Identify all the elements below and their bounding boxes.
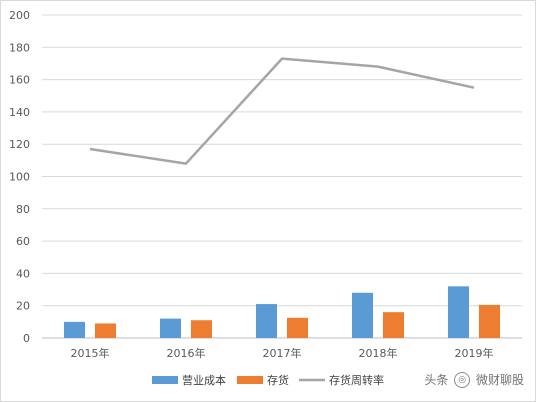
- y-tick-label: 100: [9, 171, 30, 184]
- bar: [95, 323, 116, 338]
- bar: [448, 286, 469, 338]
- x-tick-label: 2017年: [263, 346, 302, 360]
- y-tick-label: 60: [16, 235, 30, 248]
- x-tick-label: 2016年: [167, 346, 206, 360]
- y-tick-label: 160: [9, 74, 30, 87]
- y-tick-label: 200: [9, 9, 30, 22]
- x-tick-label: 2019年: [455, 346, 494, 360]
- bar: [479, 304, 500, 338]
- legend-swatch: [237, 376, 263, 384]
- watermark-logo-icon: ◎: [454, 372, 471, 388]
- y-tick-label: 180: [9, 41, 30, 54]
- bar: [256, 304, 277, 338]
- bar: [64, 321, 85, 338]
- y-tick-label: 80: [16, 203, 30, 216]
- y-tick-label: 0: [23, 332, 30, 345]
- x-tick-label: 2018年: [359, 346, 398, 360]
- bar: [352, 292, 373, 338]
- legend-label: 存货: [267, 373, 289, 387]
- watermark-suffix: 微财聊股: [475, 372, 524, 387]
- x-tick-label: 2015年: [71, 346, 110, 360]
- bar: [383, 312, 404, 338]
- y-tick-label: 120: [9, 138, 30, 151]
- line-series: [89, 57, 475, 165]
- y-tick-label: 40: [16, 267, 30, 280]
- series-line: [89, 57, 475, 165]
- bar: [160, 318, 181, 338]
- y-tick-label: 140: [9, 106, 30, 119]
- y-axis-ticks: 0 20 40 60 80 100 120 140 160 180 200: [9, 9, 30, 345]
- watermark: 头条 ◎ 微财聊股: [424, 371, 524, 388]
- gridlines: [42, 14, 522, 339]
- legend: 营业成本 存货 存货周转率: [152, 373, 384, 387]
- watermark-prefix: 头条: [424, 372, 449, 387]
- legend-label: 存货周转率: [329, 373, 384, 387]
- legend-label: 营业成本: [182, 373, 226, 387]
- x-axis-ticks: 2015年 2016年 2017年 2018年 2019年: [71, 346, 494, 360]
- bars: [64, 286, 500, 338]
- bar: [191, 320, 212, 338]
- legend-swatch: [152, 376, 178, 384]
- bar: [287, 317, 308, 338]
- y-tick-label: 20: [16, 300, 30, 313]
